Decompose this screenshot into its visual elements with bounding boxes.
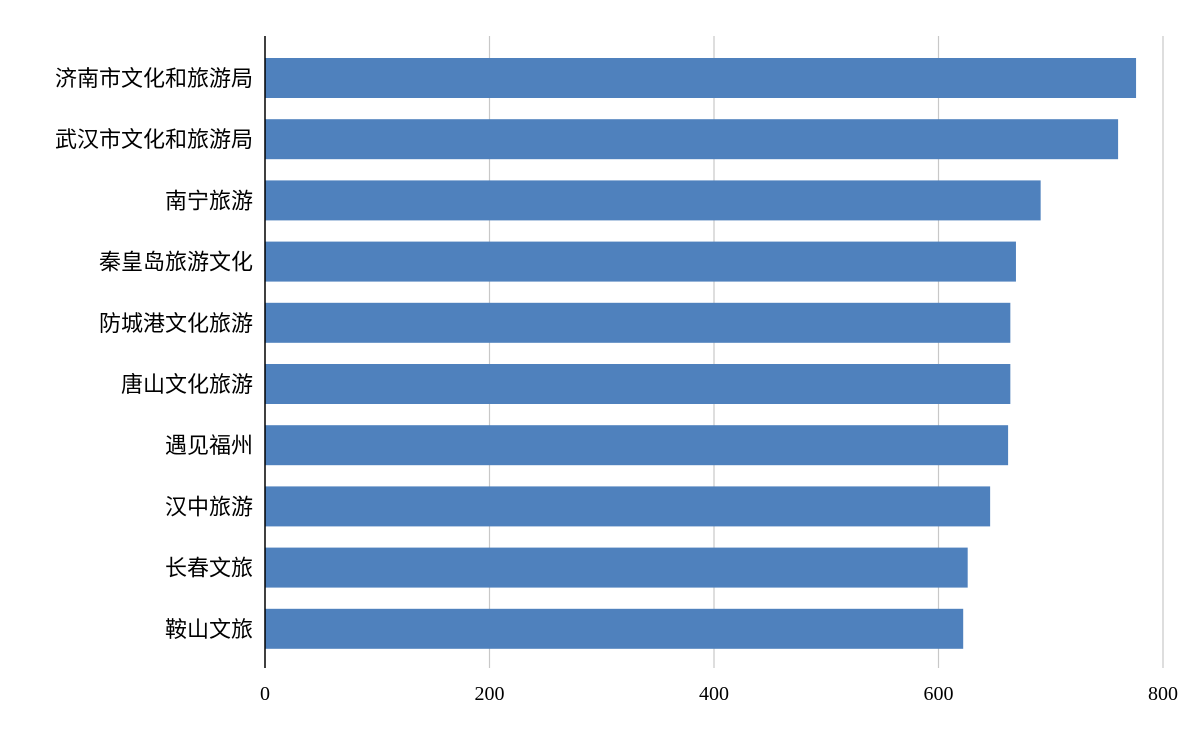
bar-8 (265, 547, 968, 588)
category-label-7: 汉中旅游 (165, 495, 253, 520)
x-tick-label-600: 600 (924, 683, 954, 705)
category-label-8: 长春文旅 (165, 557, 253, 582)
x-tick-label-200: 200 (475, 683, 505, 705)
category-label-3: 秦皇岛旅游文化 (99, 251, 253, 276)
bar-3 (265, 241, 1016, 282)
bar-1 (265, 119, 1119, 160)
bar-4 (265, 302, 1011, 343)
category-label-4: 防城港文化旅游 (99, 312, 253, 337)
category-label-5: 唐山文化旅游 (121, 373, 253, 398)
bar-6 (265, 425, 1009, 466)
x-tick-label-0: 0 (260, 683, 270, 705)
x-tick-label-400: 400 (699, 683, 729, 705)
bar-0 (265, 58, 1137, 98)
bar-7 (265, 486, 991, 527)
category-label-6: 遇见福州 (165, 434, 253, 459)
bar-5 (265, 364, 1011, 404)
x-tick-label-800: 800 (1148, 683, 1178, 705)
category-label-9: 鞍山文旅 (165, 618, 253, 643)
category-label-1: 武汉市文化和旅游局 (55, 128, 253, 153)
bar-9 (265, 608, 964, 649)
category-label-0: 济南市文化和旅游局 (55, 67, 253, 92)
bar-2 (265, 180, 1041, 221)
category-label-2: 南宁旅游 (165, 189, 253, 214)
